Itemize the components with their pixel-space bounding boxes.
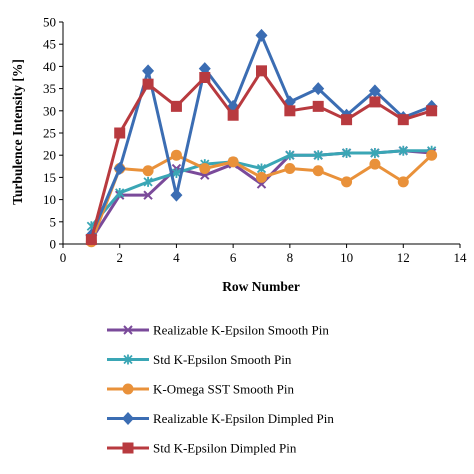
x-tick-label: 14 — [454, 250, 468, 265]
data-point — [313, 150, 323, 161]
series-lines — [85, 28, 438, 248]
y-tick-label: 0 — [50, 237, 57, 252]
y-tick-label: 40 — [43, 59, 56, 74]
data-point — [142, 64, 155, 78]
data-point — [256, 163, 267, 174]
legend-label: K-Omega SST Smooth Pin — [153, 382, 294, 397]
data-point — [284, 105, 296, 117]
y-tick-label: 15 — [43, 170, 56, 185]
data-point — [369, 158, 381, 170]
legend-entry: Realizable K-Epsilon Dimpled Pin — [107, 411, 334, 426]
series-line — [89, 33, 433, 236]
data-point — [368, 84, 381, 98]
x-tick-label: 10 — [340, 250, 353, 265]
y-tick-label: 5 — [50, 214, 57, 229]
data-point — [170, 149, 182, 161]
data-point — [370, 147, 380, 158]
x-axis-title: Row Number — [222, 279, 300, 294]
data-point — [397, 114, 409, 126]
y-tick-label: 35 — [43, 81, 56, 96]
data-point — [171, 167, 182, 178]
data-point — [312, 100, 324, 112]
legend-entry: Std K-Epsilon Smooth Pin — [107, 352, 292, 367]
data-point — [143, 190, 153, 200]
legend-marker — [123, 354, 133, 365]
y-tick-label: 20 — [43, 148, 56, 163]
legend-marker — [123, 325, 133, 335]
data-point — [341, 114, 353, 126]
series-5 — [85, 65, 438, 246]
data-point — [113, 162, 126, 176]
y-tick-label: 50 — [43, 15, 56, 30]
data-point — [142, 165, 154, 177]
data-point — [341, 176, 353, 188]
data-point — [341, 147, 352, 158]
series-1 — [86, 146, 437, 245]
x-axis-ticks: 0 2 4 6 8 10 12 14 — [60, 244, 467, 265]
data-point — [285, 150, 295, 161]
y-tick-label: 25 — [43, 126, 56, 141]
data-point — [256, 65, 267, 77]
data-point — [115, 187, 125, 198]
series-line — [90, 149, 432, 228]
x-tick-label: 12 — [397, 250, 410, 265]
y-axis-title: Turbulence Intensity [%] — [10, 59, 25, 205]
legend-marker — [122, 383, 134, 395]
data-point — [369, 96, 381, 108]
data-point — [426, 105, 438, 117]
data-point — [198, 62, 211, 76]
legend-marker — [122, 442, 134, 454]
data-point — [397, 176, 409, 188]
data-point — [227, 109, 239, 121]
data-point — [426, 149, 438, 161]
data-point — [227, 156, 239, 168]
x-tick-label: 8 — [287, 250, 294, 265]
data-point — [170, 188, 183, 202]
legend-entry: K-Omega SST Smooth Pin — [107, 382, 294, 397]
x-tick-label: 4 — [173, 250, 180, 265]
data-point — [312, 82, 325, 96]
data-point — [199, 163, 211, 175]
data-point — [85, 234, 97, 246]
data-point — [114, 127, 126, 139]
data-point — [312, 165, 324, 177]
y-tick-label: 30 — [43, 103, 56, 118]
series-3 — [85, 149, 438, 248]
legend: Realizable K-Epsilon Smooth Pin Std K-Eps… — [107, 323, 334, 456]
y-tick-label: 45 — [43, 37, 56, 52]
legend-label: Realizable K-Epsilon Dimpled Pin — [153, 411, 334, 426]
data-point — [143, 176, 153, 187]
data-point — [284, 163, 296, 175]
legend-label: Std K-Epsilon Dimpled Pin — [153, 441, 297, 456]
series-4 — [85, 28, 438, 242]
legend-entry: Std K-Epsilon Dimpled Pin — [107, 441, 297, 456]
data-point — [199, 72, 211, 83]
legend-entry: Realizable K-Epsilon Smooth Pin — [107, 323, 329, 338]
legend-label: Realizable K-Epsilon Smooth Pin — [153, 323, 329, 338]
x-tick-label: 2 — [116, 250, 123, 265]
data-point — [170, 100, 182, 112]
x-tick-label: 0 — [60, 250, 67, 265]
series-2 — [86, 145, 437, 232]
data-point — [142, 78, 154, 90]
y-tick-label: 10 — [43, 192, 56, 207]
data-point — [255, 28, 268, 42]
legend-label: Std K-Epsilon Smooth Pin — [153, 352, 292, 367]
x-tick-label: 6 — [230, 250, 237, 265]
data-point — [256, 171, 267, 183]
legend-marker — [122, 412, 134, 425]
y-axis-ticks: 0 5 10 15 20 25 30 35 40 45 50 — [43, 15, 63, 252]
data-point — [398, 145, 408, 156]
